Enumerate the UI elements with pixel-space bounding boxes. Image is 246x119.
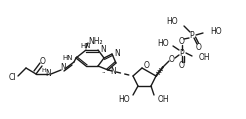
Text: O: O [40, 57, 46, 67]
Text: NH₂: NH₂ [88, 37, 103, 45]
Text: P: P [180, 49, 184, 57]
Text: HO: HO [118, 94, 130, 104]
Text: HO: HO [210, 27, 222, 35]
Text: O: O [179, 37, 185, 47]
Text: O: O [144, 62, 150, 70]
Text: N: N [110, 67, 116, 75]
Text: N: N [60, 64, 66, 72]
Text: OH: OH [158, 94, 170, 104]
Text: O: O [196, 42, 202, 52]
Text: HO: HO [157, 39, 169, 47]
Text: Cl: Cl [8, 74, 16, 82]
Text: HO: HO [166, 17, 178, 25]
Text: HN: HN [62, 55, 73, 61]
Text: HN: HN [81, 43, 91, 49]
Text: O: O [169, 55, 175, 64]
Text: ··: ·· [102, 70, 106, 76]
Text: OH: OH [199, 52, 211, 62]
Text: P: P [190, 30, 194, 40]
Text: O: O [179, 60, 185, 69]
Text: N: N [45, 69, 51, 79]
Text: N: N [100, 45, 106, 55]
Text: N: N [114, 49, 120, 57]
Text: H: H [42, 67, 46, 72]
